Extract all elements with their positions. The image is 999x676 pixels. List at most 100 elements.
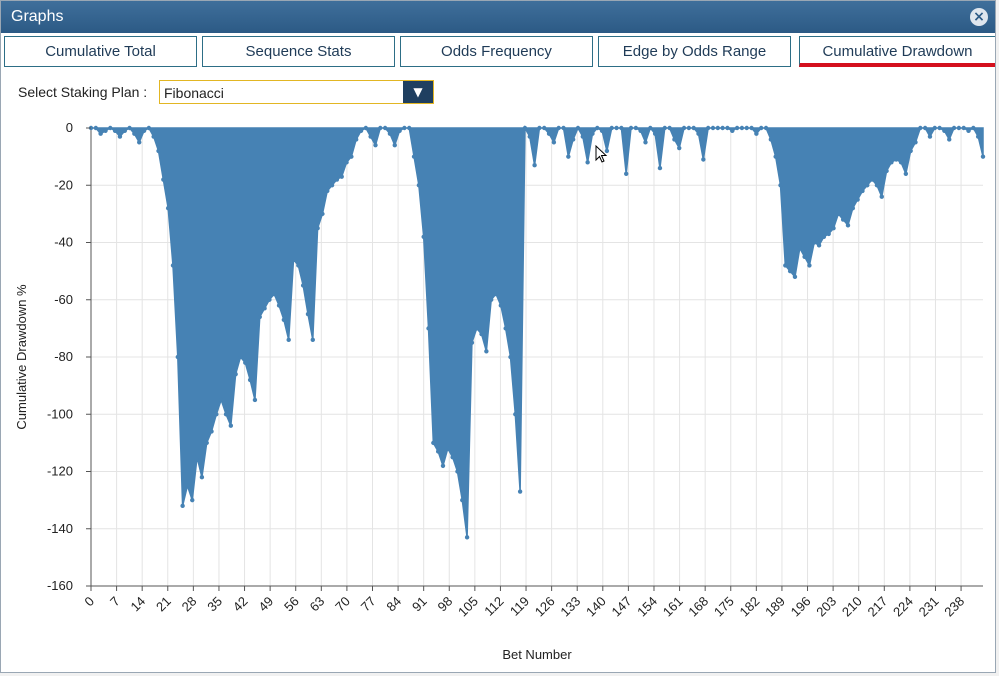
- data-point: [604, 148, 610, 154]
- tab-cumulative-total[interactable]: Cumulative Total: [4, 36, 197, 67]
- data-point: [590, 131, 595, 136]
- data-point: [701, 157, 706, 162]
- x-tick-label: 0: [81, 594, 97, 610]
- x-tick-label: 98: [435, 594, 456, 615]
- data-point: [416, 183, 422, 188]
- data-point: [773, 154, 778, 159]
- y-tick-label: -100: [47, 406, 73, 421]
- data-point: [532, 163, 537, 168]
- tab-cumulative-drawdown[interactable]: Cumulative Drawdown: [799, 36, 995, 67]
- data-point: [927, 134, 933, 139]
- data-point: [710, 125, 716, 131]
- chevron-down-icon[interactable]: ▼: [403, 81, 433, 103]
- data-point: [223, 412, 229, 417]
- tab-sequence-stats[interactable]: Sequence Stats: [202, 36, 395, 67]
- data-point: [816, 243, 822, 248]
- data-point: [469, 340, 475, 345]
- data-point: [522, 125, 528, 131]
- data-point: [194, 454, 200, 460]
- data-point: [874, 183, 880, 188]
- data-point: [537, 125, 542, 131]
- data-point: [980, 154, 986, 159]
- data-point: [681, 125, 687, 131]
- x-tick-label: 119: [507, 594, 532, 619]
- data-point: [918, 125, 923, 131]
- data-point: [175, 354, 180, 360]
- data-point: [445, 446, 450, 451]
- data-point: [170, 263, 176, 268]
- data-point: [127, 125, 132, 131]
- data-point: [759, 125, 764, 131]
- data-point: [744, 125, 749, 131]
- data-point: [633, 125, 639, 131]
- x-tick-label: 210: [839, 594, 865, 620]
- data-point: [112, 128, 118, 134]
- staking-plan-label: Select Staking Plan :: [18, 84, 148, 100]
- data-point: [262, 306, 267, 311]
- data-point: [291, 257, 296, 262]
- data-point: [812, 240, 817, 245]
- data-point: [903, 171, 909, 176]
- data-point: [339, 174, 344, 179]
- data-point: [850, 205, 856, 211]
- data-point: [484, 349, 489, 354]
- data-point: [884, 168, 889, 174]
- data-point: [392, 142, 397, 148]
- data-point: [464, 535, 470, 540]
- x-tick-label: 14: [127, 594, 148, 615]
- data-point: [137, 140, 142, 145]
- data-point: [937, 125, 942, 131]
- data-point: [146, 125, 152, 131]
- data-point: [768, 137, 774, 142]
- data-point: [93, 125, 99, 131]
- data-point: [310, 337, 315, 343]
- data-point: [725, 125, 730, 131]
- x-tick-label: 77: [358, 594, 379, 615]
- data-point: [252, 397, 258, 403]
- data-point: [855, 197, 860, 202]
- data-point: [103, 128, 108, 134]
- data-point: [349, 154, 354, 159]
- x-tick-label: 91: [409, 594, 430, 615]
- x-tick-label: 28: [179, 594, 200, 615]
- data-point: [238, 354, 243, 360]
- tab-edge-by-odds-range[interactable]: Edge by Odds Range: [598, 36, 791, 67]
- data-point: [296, 263, 301, 268]
- x-tick-label: 49: [255, 594, 276, 615]
- data-point: [378, 125, 383, 131]
- data-point: [705, 125, 711, 131]
- x-tick-label: 168: [685, 594, 711, 620]
- data-point: [831, 225, 836, 231]
- data-point: [98, 131, 103, 136]
- data-point: [503, 326, 508, 331]
- x-tick-label: 84: [383, 594, 404, 615]
- staking-plan-select[interactable]: Fibonacci ▼: [159, 80, 434, 104]
- data-point: [691, 125, 696, 131]
- data-point: [209, 429, 214, 434]
- data-point: [677, 145, 682, 151]
- data-point: [353, 137, 359, 142]
- tab-odds-frequency[interactable]: Odds Frequency: [400, 36, 593, 67]
- data-point: [580, 134, 586, 139]
- data-point: [556, 125, 561, 131]
- data-point: [440, 463, 446, 468]
- x-tick-label: 21: [153, 594, 174, 615]
- x-tick-label: 217: [864, 594, 890, 620]
- close-icon[interactable]: ×: [970, 8, 988, 26]
- data-point: [787, 268, 793, 274]
- data-point: [527, 134, 532, 139]
- x-tick-label: 182: [737, 594, 763, 620]
- data-point: [387, 131, 393, 136]
- data-point: [325, 188, 330, 194]
- x-tick-label: 105: [455, 594, 481, 620]
- x-tick-label: 133: [557, 594, 583, 620]
- data-point: [696, 131, 701, 136]
- data-point: [281, 317, 287, 322]
- data-point: [402, 125, 407, 131]
- title-bar[interactable]: Graphs ×: [1, 1, 995, 33]
- y-tick-label: -140: [47, 521, 73, 536]
- data-point: [373, 142, 378, 148]
- data-point: [334, 177, 340, 182]
- data-point: [836, 211, 841, 217]
